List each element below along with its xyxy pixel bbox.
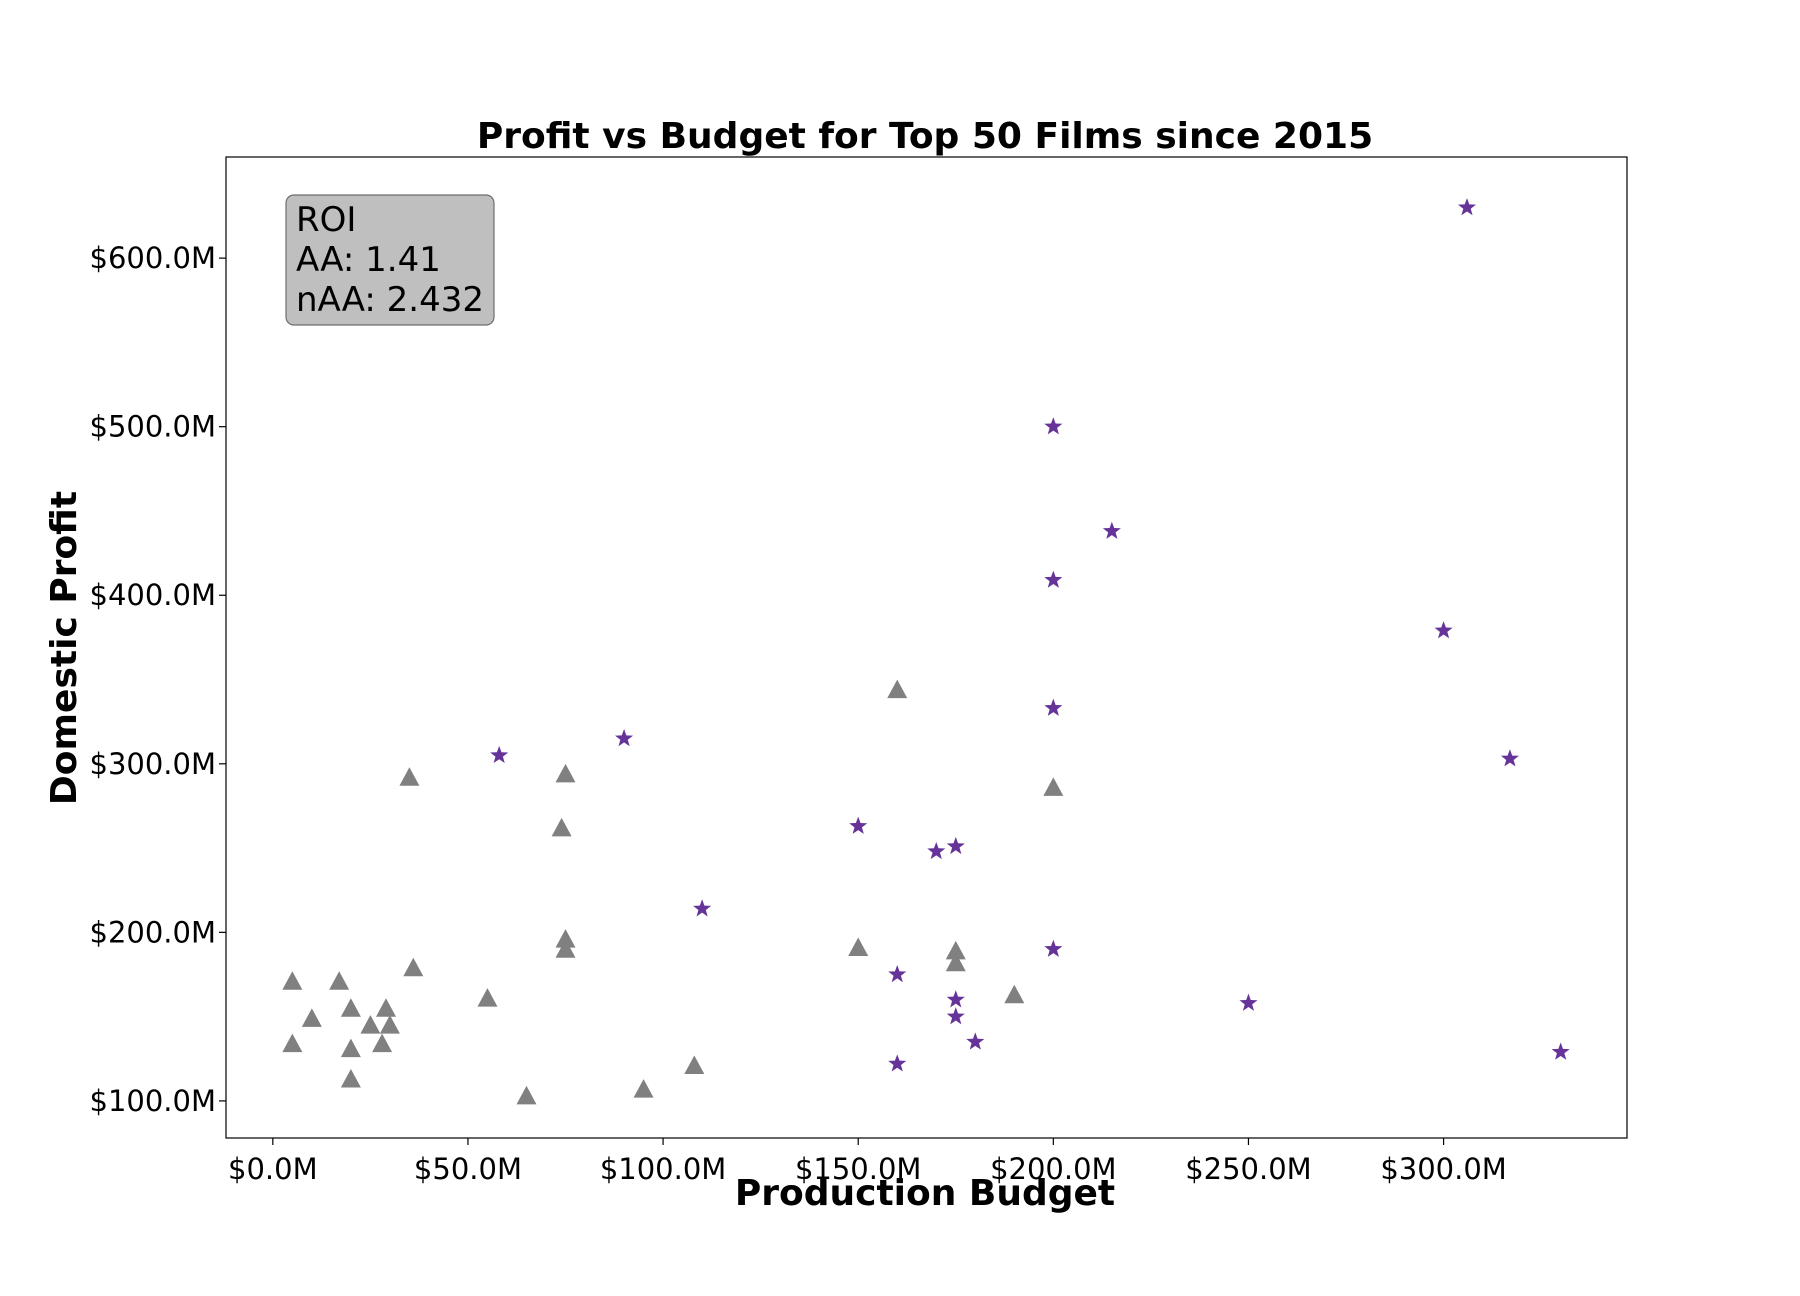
triangle-marker <box>379 1015 400 1034</box>
star-marker <box>946 990 965 1008</box>
y-tick-label: $200.0M <box>90 915 217 949</box>
star-marker <box>946 836 965 855</box>
triangle-marker <box>848 937 869 957</box>
y-tick-label: $500.0M <box>90 410 217 444</box>
x-tick-label: $50.0M <box>414 1152 522 1186</box>
star-marker <box>1102 521 1121 539</box>
star-marker <box>888 1054 907 1072</box>
x-tick-label: $100.0M <box>600 1152 727 1186</box>
triangle-marker <box>282 1033 303 1053</box>
star-marker <box>1500 749 1519 767</box>
triangle-marker <box>633 1079 654 1098</box>
star-marker <box>1044 939 1063 957</box>
triangle-marker <box>684 1055 705 1075</box>
star-marker <box>1044 417 1063 435</box>
triangle-marker <box>282 971 303 990</box>
triangle-marker <box>340 1069 361 1088</box>
triangle-marker <box>555 939 576 958</box>
triangle-marker <box>329 971 350 990</box>
y-tick-label: $400.0M <box>90 578 217 612</box>
triangle-marker <box>1043 777 1064 796</box>
roi-naa-value: nAA: 2.432 <box>296 280 484 320</box>
chart-title: Profit vs Budget for Top 50 Films since … <box>477 116 1373 157</box>
triangle-marker <box>372 1033 393 1053</box>
triangle-marker <box>360 1015 381 1034</box>
plot-area-frame <box>225 156 1628 1139</box>
roi-box-background <box>285 194 495 326</box>
x-tick-label: $150.0M <box>795 1152 922 1186</box>
star-marker <box>927 841 946 860</box>
triangle-marker <box>403 957 424 977</box>
x-tick-label: $300.0M <box>1380 1152 1507 1186</box>
star-marker <box>946 1007 965 1025</box>
triangle-marker <box>477 988 498 1007</box>
triangle-marker <box>301 1008 322 1027</box>
star-marker <box>1239 993 1258 1011</box>
roi-title: ROI <box>296 200 356 240</box>
triangle-marker <box>399 767 420 786</box>
triangle-marker <box>551 817 572 837</box>
star-marker <box>1434 621 1453 639</box>
star-marker <box>615 729 634 747</box>
y-tick-label: $100.0M <box>90 1084 217 1118</box>
triangle-marker <box>555 929 576 948</box>
axis-ticks: $0.0M $50.0M $100.0M $150.0M $200.0M $250.0M $… <box>90 241 1507 1186</box>
x-tick-label: $200.0M <box>990 1152 1117 1186</box>
triangle-marker <box>376 998 397 1017</box>
star-marker <box>888 965 907 983</box>
roi-aa-value: AA: 1.41 <box>296 240 441 280</box>
x-tick-label: $0.0M <box>228 1152 318 1186</box>
x-axis-label: Production Budget <box>735 1173 1115 1214</box>
star-marker <box>849 816 868 834</box>
triangle-marker <box>340 1038 361 1058</box>
triangle-marker <box>516 1085 537 1105</box>
star-marker <box>1044 570 1063 588</box>
triangle-marker <box>340 998 361 1017</box>
star-marker <box>490 745 509 764</box>
triangle-marker <box>555 763 576 783</box>
triangle-marker <box>945 940 966 960</box>
x-tick-label: $250.0M <box>1185 1152 1312 1186</box>
triangle-marker <box>887 679 908 699</box>
triangle-marker <box>1004 984 1025 1004</box>
roi-annotation-box: ROI AA: 1.41 nAA: 2.432 <box>285 194 495 326</box>
y-tick-label: $600.0M <box>90 241 217 275</box>
triangle-marker <box>945 952 966 972</box>
star-marker <box>693 899 712 917</box>
star-marker <box>1457 198 1477 216</box>
data-markers <box>282 198 1570 1105</box>
star-marker <box>966 1032 985 1050</box>
star-marker <box>1551 1042 1570 1060</box>
y-tick-label: $300.0M <box>90 747 217 781</box>
y-axis-label: Domestic Profit <box>44 491 85 805</box>
star-marker <box>1044 698 1063 716</box>
